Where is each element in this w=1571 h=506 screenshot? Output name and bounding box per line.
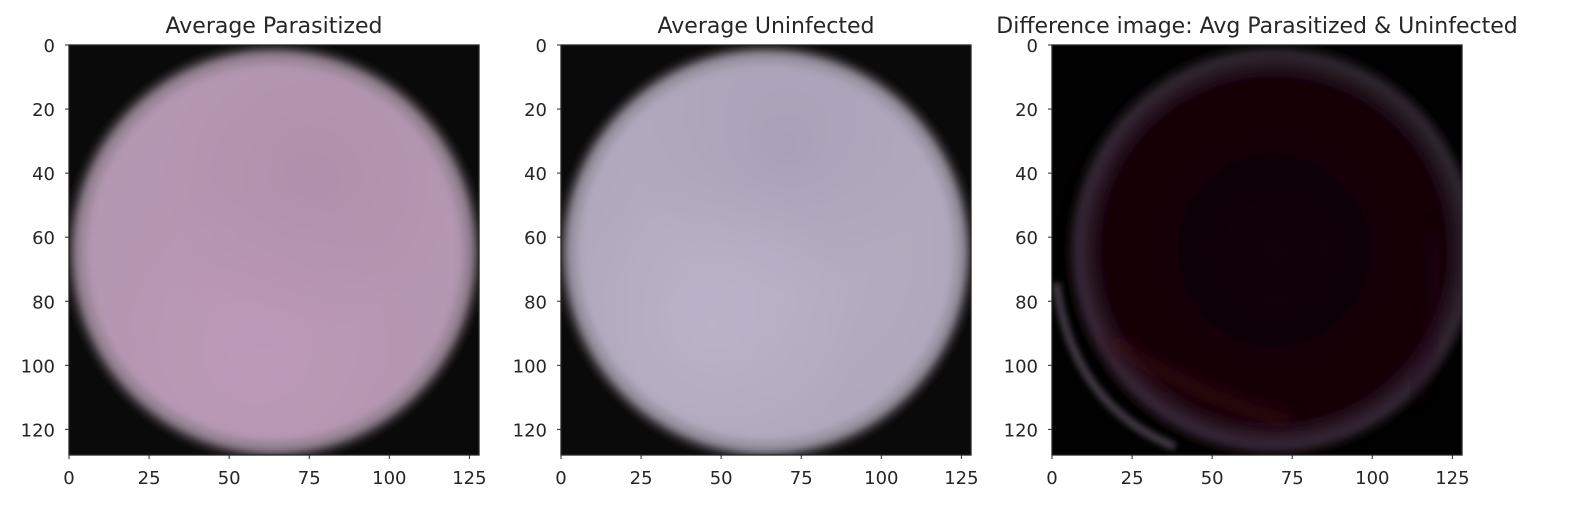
x-tick-label: 75 [790, 468, 813, 489]
panel-2: Average Uninfected 0 25 50 75 100 125 0 20 40 60 80… [513, 14, 979, 489]
image-area [69, 45, 479, 455]
y-tick-label: 0 [44, 36, 55, 57]
panel-title: Average Uninfected [658, 14, 875, 39]
cell-disc [69, 45, 479, 455]
y-tick-label: 120 [21, 420, 55, 441]
y-tick-label: 60 [32, 228, 55, 249]
y-tick-label: 60 [1015, 228, 1038, 249]
y-tick-label: 40 [524, 164, 547, 185]
x-tick-label: 25 [138, 468, 161, 489]
y-tick-label: 40 [1015, 164, 1038, 185]
y-tick-label: 80 [32, 292, 55, 313]
x-tick-label: 0 [63, 468, 74, 489]
cell-disc [561, 45, 971, 455]
y-tick-label: 80 [524, 292, 547, 313]
panel-1: Average Parasitized 0 25 50 75 100 125 0 20 40 60 8… [21, 14, 487, 489]
y-tick-label: 120 [513, 420, 547, 441]
y-tick-label: 100 [1004, 356, 1038, 377]
y-tick-label: 0 [536, 36, 547, 57]
y-tick-label: 20 [32, 100, 55, 121]
y-tick-label: 100 [513, 356, 547, 377]
x-tick-label: 100 [1355, 468, 1389, 489]
panel-3: Difference image: Avg Parasitized & Unin… [996, 14, 1517, 489]
y-tick-label: 20 [1015, 100, 1038, 121]
x-tick-label: 0 [555, 468, 566, 489]
x-tick-label: 0 [1046, 468, 1057, 489]
panel-title: Average Parasitized [166, 14, 383, 39]
y-tick-label: 80 [1015, 292, 1038, 313]
axes-frame [1051, 44, 1463, 456]
axes-frame [560, 44, 972, 456]
y-tick-label: 100 [21, 356, 55, 377]
x-tick-label: 50 [710, 468, 733, 489]
x-tick-label: 125 [944, 468, 978, 489]
y-tick-label: 20 [524, 100, 547, 121]
x-tick-label: 100 [864, 468, 898, 489]
y-tick-label: 40 [32, 164, 55, 185]
y-tick-label: 120 [1004, 420, 1038, 441]
image-area [561, 45, 971, 455]
image-area [1052, 45, 1462, 455]
difference-cell [1052, 45, 1462, 455]
x-tick-label: 50 [218, 468, 241, 489]
x-tick-label: 50 [1201, 468, 1224, 489]
panel-title: Difference image: Avg Parasitized & Unin… [996, 14, 1517, 39]
axes-frame [68, 44, 480, 456]
x-tick-label: 125 [452, 468, 486, 489]
x-tick-label: 25 [630, 468, 653, 489]
y-tick-label: 0 [1027, 36, 1038, 57]
x-tick-label: 100 [372, 468, 406, 489]
x-tick-label: 25 [1121, 468, 1144, 489]
x-tick-label: 125 [1435, 468, 1469, 489]
x-tick-label: 75 [1281, 468, 1304, 489]
x-tick-label: 75 [298, 468, 321, 489]
y-tick-label: 60 [524, 228, 547, 249]
